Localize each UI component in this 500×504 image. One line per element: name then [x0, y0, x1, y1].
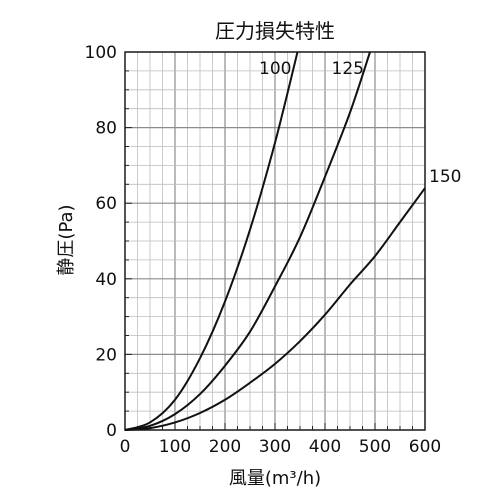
series-label-layer: 100 125 150	[259, 59, 461, 187]
x-tick-label: 200	[209, 437, 241, 457]
y-axis-label: 静圧(Pa)	[56, 204, 77, 275]
y-tick-label: 0	[106, 421, 117, 441]
series-label-150: 150	[429, 167, 461, 187]
tick-layer: 0 100 200 300 400 500 600 0 20 40 60 80 100	[85, 43, 442, 457]
x-tick-label: 400	[309, 437, 341, 457]
series-line-125	[124, 51, 371, 431]
x-tick-label: 300	[259, 437, 291, 457]
x-axis-label: 風量(m³/h)	[229, 468, 321, 489]
y-tick-label: 100	[85, 43, 117, 63]
series-label-100: 100	[259, 59, 291, 79]
x-tick-label: 600	[409, 437, 441, 457]
x-tick-label: 100	[159, 437, 191, 457]
y-tick-label: 20	[95, 345, 117, 365]
chart-title: 圧力損失特性	[215, 19, 335, 43]
series-line-100	[124, 51, 299, 431]
y-tick-label: 40	[95, 270, 117, 290]
x-tick-label: 0	[120, 437, 131, 457]
series-layer	[124, 51, 426, 431]
series-label-125: 125	[332, 59, 364, 79]
axis-layer	[124, 51, 426, 431]
y-tick-label: 60	[95, 194, 117, 214]
x-tick-label: 500	[359, 437, 391, 457]
grid-layer	[124, 51, 426, 431]
y-tick-label: 80	[95, 119, 117, 139]
series-line-150	[124, 187, 426, 431]
